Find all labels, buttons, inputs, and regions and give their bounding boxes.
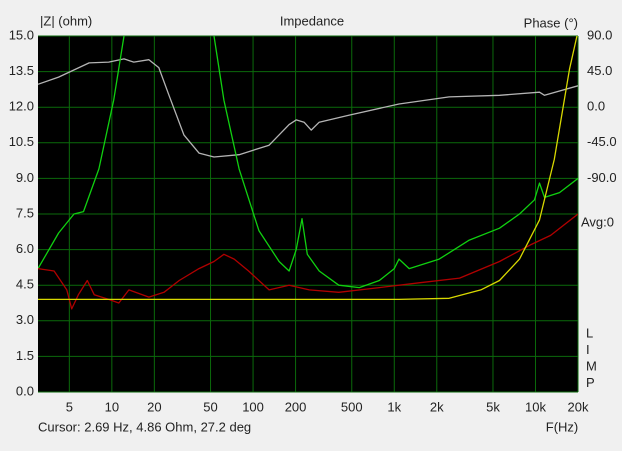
data-line xyxy=(38,213,578,310)
data-line xyxy=(38,36,578,301)
chart-title: Impedance xyxy=(280,13,344,28)
y-tick-label: 3.0 xyxy=(16,312,34,327)
x-tick-label: 5 xyxy=(66,399,73,414)
x-tick-label: 10k xyxy=(525,399,546,414)
data-line xyxy=(38,58,578,158)
y-tick-label: 10.5 xyxy=(9,134,34,149)
x-tick-label: 200 xyxy=(285,399,307,414)
y-tick-label: 13.5 xyxy=(9,63,34,78)
y-tick-label: 12.0 xyxy=(9,99,34,114)
y2-tick-label: 90.0 xyxy=(587,27,612,42)
lines xyxy=(38,36,578,310)
y-tick-label: 15.0 xyxy=(9,27,34,42)
x-tick-label: 10 xyxy=(105,399,119,414)
grid xyxy=(38,35,579,393)
x-tick-label: 100 xyxy=(242,399,264,414)
x-axis-label: F(Hz) xyxy=(546,419,579,434)
y-axis-label: |Z| (ohm) xyxy=(40,13,92,28)
x-tick-label: 50 xyxy=(203,399,217,414)
y-tick-label: 6.0 xyxy=(16,241,34,256)
y2-tick-label: -90.0 xyxy=(587,170,617,185)
side-letter: M xyxy=(586,358,597,373)
side-letter: L xyxy=(586,325,593,340)
side-letter: P xyxy=(586,375,595,390)
y-tick-label: 0.0 xyxy=(16,383,34,398)
y2-tick-label: 0.0 xyxy=(587,99,605,114)
x-tick-label: 2k xyxy=(430,399,444,414)
side-letter: I xyxy=(586,342,590,357)
x-tick-label: 20 xyxy=(147,399,161,414)
x-tick-label: 500 xyxy=(341,399,363,414)
y-tick-label: 9.0 xyxy=(16,170,34,185)
y-tick-label: 1.5 xyxy=(16,348,34,363)
x-tick-label: 1k xyxy=(387,399,401,414)
y-tick-label: 4.5 xyxy=(16,277,34,292)
y2-tick-label: 45.0 xyxy=(587,63,612,78)
x-tick-label: 20k xyxy=(568,399,589,414)
y2-axis-label: Phase (°) xyxy=(524,15,578,30)
data-line xyxy=(38,36,578,289)
y2-tick-label: -45.0 xyxy=(587,134,617,149)
x-tick-label: 5k xyxy=(486,399,500,414)
cursor-readout: Cursor: 2.69 Hz, 4.86 Ohm, 27.2 deg xyxy=(38,419,251,434)
y-tick-label: 7.5 xyxy=(16,205,34,220)
avg-label: Avg:0 xyxy=(581,214,614,229)
